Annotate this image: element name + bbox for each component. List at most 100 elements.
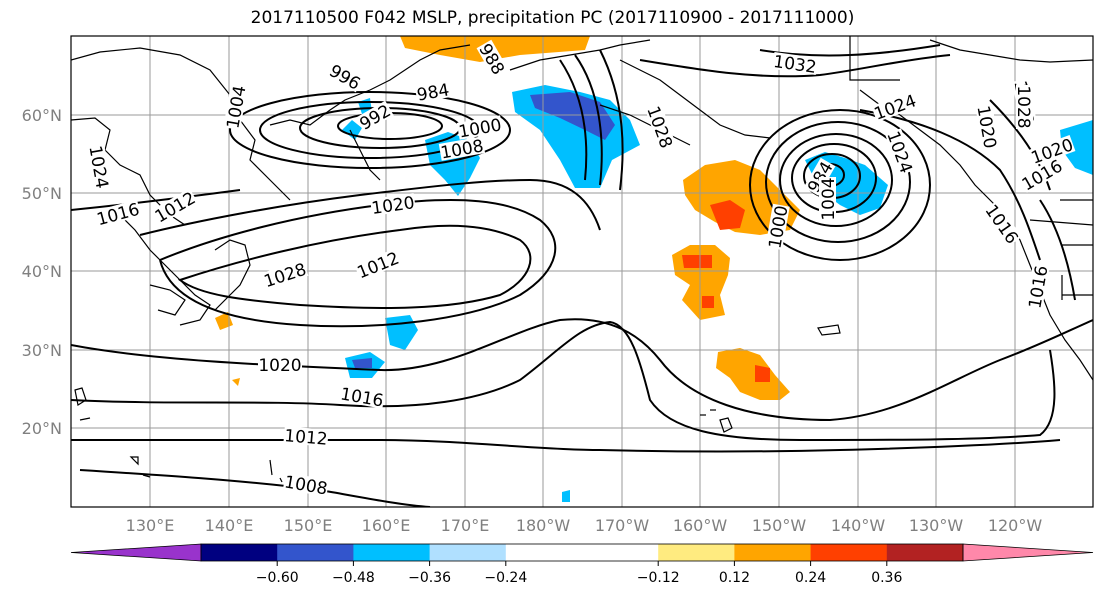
isobar-label-background — [438, 136, 486, 161]
lat-label: 40°N — [22, 262, 62, 281]
isobar-labels: 9969889841004992100010081028103210241016… — [84, 39, 1076, 500]
isobar-label-background — [151, 188, 199, 225]
isobar-label-background — [476, 39, 509, 78]
isobar-label-background — [258, 356, 302, 373]
isobar-1024 — [159, 199, 557, 328]
longitude-labels: 130°E 140°E 150°E 160°E 170°E 180°W 170°… — [126, 516, 1043, 535]
isobar-label-background — [1018, 156, 1066, 193]
precip-orange-low — [683, 160, 800, 235]
isobar-gulf-3 — [599, 49, 624, 191]
isobar-label-background — [282, 472, 330, 497]
precip-blue-small-1 — [342, 120, 362, 140]
isobar-1020 — [71, 318, 1093, 422]
map-title: 2017110500 F042 MSLP, precipitation PC (… — [250, 8, 855, 28]
lon-label: 160°E — [362, 516, 411, 535]
isobar-1012-low — [749, 109, 931, 261]
isobar-1012 — [71, 439, 1061, 453]
map-area: 9969889841004992100010081028103210241016… — [71, 36, 1093, 507]
lon-label: 150°E — [284, 516, 333, 535]
colorbar-swatch — [886, 544, 964, 561]
precip-blue-tiny — [562, 490, 570, 502]
precip-red-south — [755, 365, 770, 382]
isobar-label: 1020 — [258, 356, 301, 376]
isobar-1028 — [177, 224, 532, 309]
isobar-1032 — [759, 44, 941, 57]
isobar-label-background — [772, 52, 819, 75]
lon-label: 180°W — [516, 516, 571, 535]
isobar-label-background — [283, 426, 329, 447]
isobar-1016-west — [71, 189, 241, 211]
isobar-label-background — [1025, 263, 1050, 311]
isobar-label: 1012 — [283, 426, 328, 450]
isobar-label-background — [1016, 85, 1033, 129]
lat-label: 30°N — [22, 341, 62, 360]
isobar-label-background — [326, 60, 365, 93]
isobar-label-background — [369, 193, 416, 216]
colorbar-swatch — [353, 544, 431, 561]
isobar-label-background — [414, 80, 452, 103]
isobar-1016 — [71, 320, 1056, 442]
colorbar-swatch — [201, 544, 278, 561]
isobar-label-background — [1028, 135, 1076, 167]
colorbar-tick-label: 0.12 — [719, 570, 750, 586]
isobar-label-background — [354, 248, 402, 281]
isobar-label-background — [94, 199, 142, 228]
colorbar-tick-label: −0.12 — [637, 570, 680, 586]
precip-blue-east — [1060, 120, 1093, 175]
colorbar-swatch — [505, 544, 583, 561]
isobar-1012-north — [139, 178, 601, 236]
precip-orange-tiny — [232, 378, 240, 386]
colorbar-swatch — [658, 544, 735, 561]
isobar-gulf-1 — [559, 59, 588, 181]
isobar-label-background — [982, 200, 1022, 247]
isobar-label: 1028 — [1013, 85, 1033, 128]
isobar-label-background — [338, 384, 386, 409]
isobar-label-background — [261, 259, 309, 290]
colorbar-tick-label: −0.48 — [332, 570, 375, 586]
colorbar-min-extension — [70, 543, 202, 562]
latitude-labels: 60°N 50°N 40°N 30°N 20°N — [22, 106, 62, 438]
colorbar-frame — [200, 543, 964, 562]
lon-label: 150°W — [752, 516, 807, 535]
lon-label: 140°W — [831, 516, 886, 535]
lon-label: 130°W — [909, 516, 964, 535]
isobar-label-background — [355, 100, 394, 133]
isobar-1008-low-east — [765, 121, 911, 243]
isobar-label-background — [803, 157, 836, 196]
isobar-label-background — [975, 103, 1000, 151]
colorbar-max-extension — [962, 543, 1094, 562]
isobar-label: 1004 — [819, 177, 839, 220]
colorbar-tick-label: 0.24 — [795, 570, 826, 586]
lon-label: 140°E — [205, 516, 254, 535]
isobar-1004-low-east — [779, 133, 893, 227]
lat-label: 60°N — [22, 106, 62, 125]
colorbar-tick-label: −0.24 — [484, 570, 527, 586]
lat-label: 50°N — [22, 184, 62, 203]
lat-label: 20°N — [22, 419, 62, 438]
isobar-1024-east — [859, 109, 1041, 261]
isobar-label-background — [819, 177, 836, 221]
colorbar-swatch — [277, 544, 354, 561]
isobar-label-background — [87, 143, 112, 191]
precip-deepblue-gulf — [530, 92, 615, 140]
isobar-1004-low — [229, 91, 511, 169]
colorbar: −0.60 −0.48 −0.36 −0.24 −0.12 0.12 0.24 0.36 — [70, 543, 1094, 586]
colorbar-tick-label: −0.36 — [408, 570, 451, 586]
precip-red-low — [710, 200, 745, 230]
isobar-label-background — [223, 83, 248, 131]
colorbar-swatch — [734, 544, 812, 561]
isobar-label-background — [456, 115, 504, 140]
isobar-label-background — [884, 128, 916, 176]
colorbar-tick-label: 0.36 — [871, 570, 902, 586]
precip-orange-south — [716, 348, 790, 400]
lon-label: 170°W — [595, 516, 650, 535]
isobar-label-background — [644, 103, 676, 151]
precip-red-mid — [682, 255, 712, 268]
isobar-gulf-2 — [574, 54, 603, 186]
colorbar-tick-label: −0.60 — [256, 570, 299, 586]
lon-label: 130°E — [126, 516, 175, 535]
isobar-label-background — [765, 203, 790, 251]
isobar-1028-north — [639, 54, 951, 78]
lon-label: 160°W — [673, 516, 728, 535]
isobars — [71, 44, 1093, 507]
